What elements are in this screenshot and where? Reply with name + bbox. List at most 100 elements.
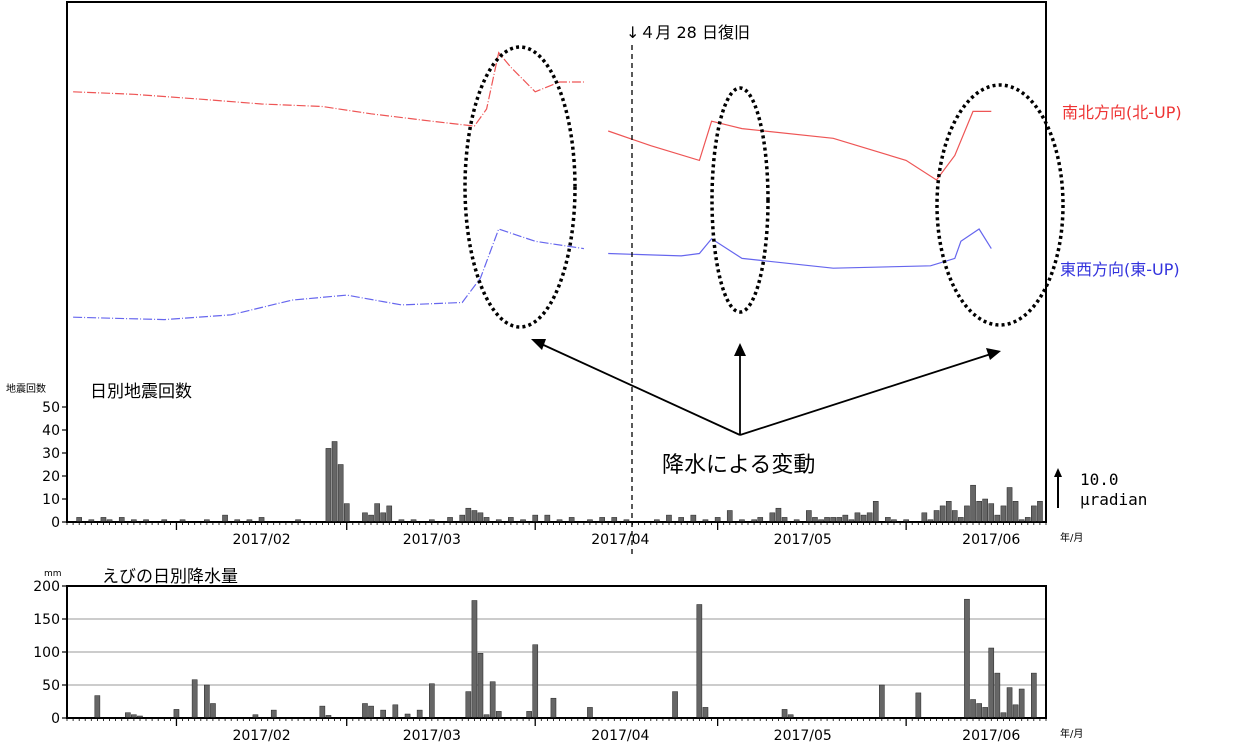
quake-bar — [471, 510, 478, 523]
quake-bar — [964, 505, 970, 523]
quake-bar — [775, 507, 782, 523]
quake-bar — [343, 503, 350, 523]
rain-bar — [416, 709, 423, 719]
rain-bar — [465, 691, 472, 719]
tilt-frame — [66, 1, 1047, 523]
quake-bar — [1012, 501, 1019, 523]
quake-bar — [1037, 501, 1043, 523]
scale-bar-arrow — [1054, 468, 1062, 477]
quake-bar — [1006, 487, 1013, 523]
ew-series-label: 東西方向(東-UP) — [1060, 260, 1180, 279]
rain-y-tick-label: 100 — [33, 645, 60, 661]
rain-bar — [495, 711, 502, 719]
rain-ylabel: mm — [44, 569, 62, 579]
rain-xunit: 年/月 — [1060, 727, 1083, 740]
rain-bar — [976, 703, 982, 719]
quake-y-tick-label: 40 — [42, 423, 60, 439]
rain-bar — [191, 679, 198, 719]
quake-bar — [860, 514, 867, 523]
rain-bar — [429, 683, 435, 719]
quake-y-tick-label: 50 — [42, 400, 60, 416]
rain-title: えびの日別降水量 — [102, 567, 238, 587]
quake-bar — [982, 498, 988, 523]
ew-tilt-line-1 — [73, 228, 584, 321]
quake-y-tick-label: 0 — [51, 515, 60, 531]
quake-bar — [842, 514, 849, 523]
quake-y-tick-label: 30 — [42, 446, 60, 462]
rain-bar — [970, 699, 976, 719]
rain-bar — [526, 711, 532, 719]
rain-bar — [982, 707, 988, 719]
quake-title: 日別地震回数 — [90, 382, 192, 402]
rain-x-tick-label: 2017/02 — [232, 728, 290, 744]
rain-bar — [1018, 688, 1025, 719]
ns-series-label: 南北方向(北-UP) — [1062, 103, 1182, 122]
rain-bar — [702, 707, 709, 719]
rain-bar — [368, 705, 374, 719]
rain-bar — [781, 709, 788, 719]
quake-bar — [331, 441, 338, 523]
rain-bar — [1000, 712, 1007, 719]
rain-arrows — [531, 339, 1001, 436]
quake-x-tick-label: 2017/06 — [962, 532, 1020, 548]
scale-bar: 10.0 μradian — [1054, 468, 1147, 509]
rain-bar — [1031, 672, 1037, 719]
rain-x-tick-label: 2017/06 — [962, 728, 1020, 744]
rain-bar — [1006, 687, 1013, 719]
rain-bar — [964, 598, 970, 719]
rain-bar — [173, 709, 180, 719]
rain-panel: mm えびの日別降水量 0 50 100 150 200 2017/02 2017/03 20… — [33, 567, 1083, 744]
quake-bar — [726, 510, 733, 523]
quake-y-tick-label: 10 — [42, 492, 60, 508]
quake-bar — [465, 507, 472, 523]
rain-bar — [477, 653, 484, 719]
quake-bar — [222, 514, 228, 523]
quake-bar — [380, 512, 386, 523]
rain-bar — [550, 697, 557, 719]
quake-y-tick-label: 20 — [42, 469, 60, 485]
rain-bar — [380, 709, 386, 719]
rain-bar — [879, 684, 885, 719]
rain-bar — [696, 604, 703, 719]
quake-ylabel: 地震回数 — [6, 382, 46, 395]
quake-bar — [951, 510, 958, 523]
quake-bar — [994, 514, 1001, 523]
ns-tilt-line-2 — [608, 110, 992, 181]
quake-bar — [325, 448, 332, 523]
rain-x-tick-label: 2017/03 — [403, 728, 461, 744]
rain-bar — [204, 684, 210, 719]
quake-bar — [459, 514, 466, 523]
rain-bar — [392, 704, 399, 719]
quake-bar — [939, 505, 946, 523]
quake-bar — [337, 464, 344, 523]
quake-x-tick-label: 2017/03 — [403, 532, 461, 548]
rain-bar — [94, 695, 101, 719]
rain-ellipse-1 — [463, 45, 577, 329]
rain-bar — [471, 600, 478, 719]
rain-ellipse-3 — [935, 83, 1065, 327]
rain-arrow-1 — [536, 341, 741, 436]
rain-y-tick-label: 200 — [33, 579, 60, 595]
rain-bar — [270, 709, 277, 719]
quake-panel: 地震回数 日別地震回数 0 10 20 30 40 50 2017/02 2017/03 201… — [6, 382, 1083, 548]
scale-value: 10.0 — [1080, 470, 1119, 489]
rain-label: 降水による変動 — [662, 453, 815, 478]
quake-bar — [666, 514, 672, 523]
rain-y-tick-label: 150 — [33, 612, 60, 628]
quake-bar — [933, 510, 940, 523]
rain-bar — [125, 712, 131, 719]
quake-bar — [769, 512, 776, 523]
rain-arrow-3 — [739, 352, 995, 436]
quake-bar — [806, 510, 812, 523]
rain-bar — [915, 692, 922, 719]
rain-bar — [319, 705, 326, 719]
quake-x-tick-label: 2017/05 — [774, 532, 832, 548]
quake-bar — [368, 514, 374, 523]
quake-x-tick-label: 2017/04 — [591, 532, 649, 548]
rain-bar — [1012, 704, 1019, 719]
rain-bar — [672, 691, 678, 719]
quake-bar — [532, 514, 539, 523]
rain-arrow-1-head — [531, 339, 546, 350]
rain-arrow-2-head — [734, 343, 746, 356]
